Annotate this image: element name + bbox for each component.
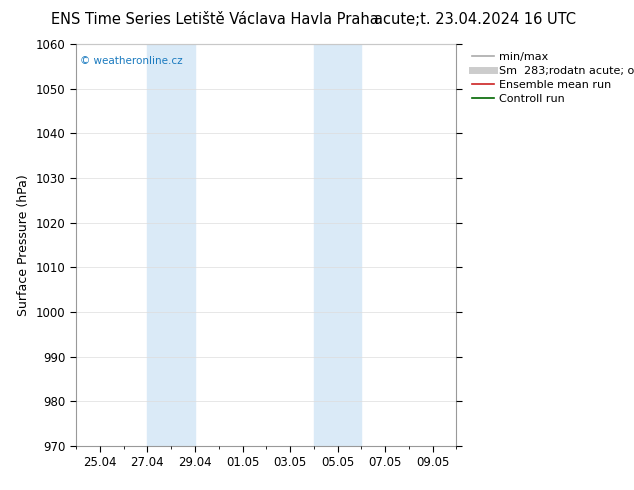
Bar (314, 44, 361, 446)
Text: acute;t. 23.04.2024 16 UTC: acute;t. 23.04.2024 16 UTC (375, 12, 576, 27)
Bar (147, 44, 195, 446)
Text: ENS Time Series Letiště Václava Havla Praha: ENS Time Series Letiště Václava Havla Pr… (51, 12, 378, 27)
Legend: min/max, Sm  283;rodatn acute; odchylka, Ensemble mean run, Controll run: min/max, Sm 283;rodatn acute; odchylka, … (470, 49, 634, 106)
Text: © weatheronline.cz: © weatheronline.cz (80, 56, 183, 66)
Y-axis label: Surface Pressure (hPa): Surface Pressure (hPa) (17, 174, 30, 316)
